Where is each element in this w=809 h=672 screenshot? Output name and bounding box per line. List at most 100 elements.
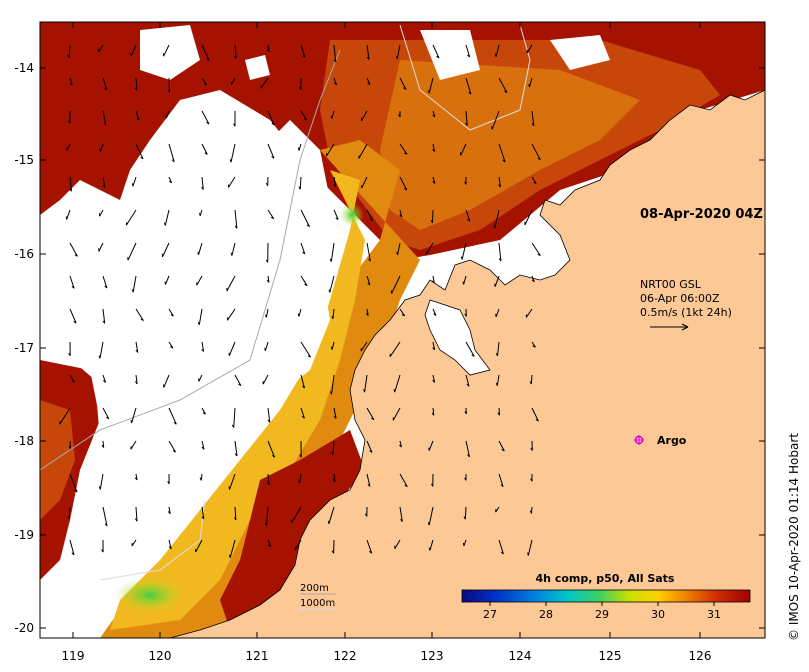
current-vector-head	[199, 477, 202, 481]
current-vector-head	[370, 218, 374, 222]
current-vector-head	[466, 383, 470, 387]
current-vector	[465, 77, 472, 95]
current-vector	[425, 242, 434, 255]
y-tick-label: -17	[14, 341, 34, 355]
sst-orange-north	[380, 60, 640, 230]
current-vector	[233, 407, 236, 428]
current-vector	[168, 308, 174, 317]
current-vector	[168, 506, 171, 514]
current-vector	[330, 242, 335, 262]
current-vector	[135, 506, 138, 522]
current-vector	[498, 440, 505, 452]
current-vector-head	[463, 516, 466, 520]
current-vector-head	[106, 416, 110, 420]
current-vector	[464, 506, 467, 520]
current-vector-head	[140, 156, 144, 160]
current-vector-head	[204, 152, 208, 155]
current-vector-head	[464, 477, 467, 481]
current-vector	[494, 209, 500, 229]
isobath-label-1000m: 1000m	[300, 598, 335, 609]
current-vector	[200, 473, 203, 481]
current-vector-head	[403, 87, 407, 90]
isobath-1000m-b	[99, 499, 206, 581]
current-vector	[168, 407, 177, 425]
current-vector	[66, 209, 71, 220]
current-vector-head	[99, 148, 101, 152]
current-vector	[531, 275, 535, 282]
current-vector-head	[364, 513, 368, 517]
current-vector	[59, 407, 71, 425]
current-vector	[102, 110, 107, 125]
current-vector	[102, 77, 108, 90]
current-vector-head	[103, 380, 106, 383]
current-vector-head	[68, 120, 71, 124]
current-vector-head	[502, 159, 506, 163]
current-vector	[69, 473, 78, 493]
current-vector-head	[495, 382, 498, 386]
current-vector-head	[395, 55, 398, 60]
current-vector-head	[231, 424, 235, 428]
current-vector-head	[432, 379, 435, 383]
current-vector	[69, 308, 77, 324]
current-vector-head	[98, 486, 101, 490]
current-vector-head	[130, 419, 133, 424]
current-vector-head	[329, 258, 332, 262]
current-vector-head	[168, 180, 172, 184]
current-vector	[131, 539, 137, 547]
current-vector-head	[501, 448, 505, 452]
current-vector-head	[299, 454, 302, 458]
current-vector-head	[201, 348, 204, 352]
current-vector	[135, 374, 138, 384]
current-vector-head	[270, 216, 274, 220]
current-vector-head	[172, 450, 176, 453]
current-vector-head	[430, 220, 433, 224]
current-vector	[399, 209, 403, 218]
current-vector-head	[170, 314, 174, 317]
current-vector-head	[498, 258, 502, 262]
current-vector	[201, 143, 208, 155]
current-vector	[267, 539, 272, 547]
current-vector-head	[271, 455, 275, 458]
y-tick-label: -14	[14, 61, 34, 75]
current-vector-head	[268, 544, 272, 547]
current-vector	[234, 374, 242, 386]
current-vector	[531, 176, 537, 184]
currents-legend-line2: 06-Apr 06:00Z	[640, 292, 720, 305]
current-vector	[164, 209, 170, 226]
current-vector-head	[238, 383, 242, 387]
current-vector	[69, 176, 72, 192]
isobath-1000m	[399, 24, 531, 131]
current-vector	[201, 407, 206, 415]
current-vector-head	[528, 83, 530, 88]
current-vector	[465, 110, 468, 126]
current-vector-head	[494, 53, 497, 57]
current-vector	[102, 176, 106, 188]
y-axis: -14 -15 -16 -17 -18 -19 -20	[14, 61, 765, 635]
plot-frame	[39, 21, 766, 639]
current-vector	[69, 77, 73, 86]
current-vector-head	[432, 148, 435, 152]
current-vector-head	[500, 484, 504, 487]
current-vector-head	[535, 418, 539, 422]
current-vector-head	[234, 225, 238, 229]
current-vector	[260, 77, 269, 89]
current-vector	[66, 143, 71, 151]
current-vector-head	[104, 523, 108, 527]
current-vector-head	[271, 156, 275, 159]
current-vector	[98, 242, 104, 252]
current-vector	[495, 44, 500, 57]
current-vector	[429, 539, 434, 551]
current-vector	[329, 275, 335, 293]
current-vector-head	[134, 87, 138, 91]
current-vector	[300, 209, 310, 227]
argo-float-icon[interactable]	[634, 435, 644, 445]
current-vector-head	[297, 313, 300, 317]
current-vector	[531, 143, 541, 160]
current-vector	[498, 143, 506, 163]
current-vector-head	[271, 122, 275, 126]
current-vector	[228, 341, 236, 356]
current-vector	[525, 308, 533, 318]
colorbar-tick-label: 28	[539, 608, 553, 621]
current-vector-head	[74, 489, 78, 493]
